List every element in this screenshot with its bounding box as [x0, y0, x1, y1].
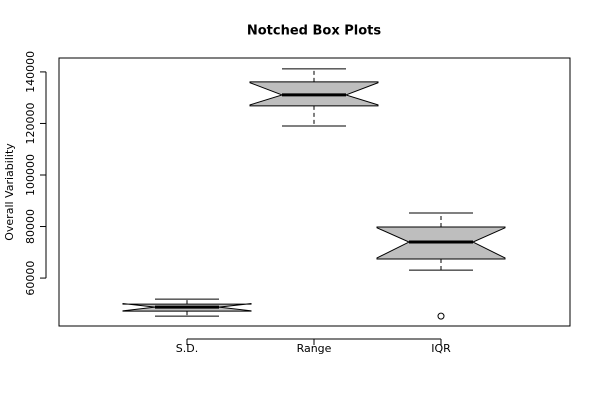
x-tick-label: Range — [297, 342, 332, 355]
x-tick-label: S.D. — [176, 342, 198, 355]
outlier — [437, 312, 445, 320]
plot-frame — [58, 57, 571, 327]
y-tick-label: 100000 — [24, 154, 37, 196]
y-tick-label: 140000 — [24, 51, 37, 93]
y-tick-label: 60000 — [24, 261, 37, 296]
y-axis-label: Overall Variability — [3, 143, 16, 241]
y-tick-label: 80000 — [24, 209, 37, 244]
x-tick-label: IQR — [431, 342, 451, 355]
y-tick-label: 120000 — [24, 102, 37, 144]
chart-title: Notched Box Plots — [247, 24, 382, 39]
